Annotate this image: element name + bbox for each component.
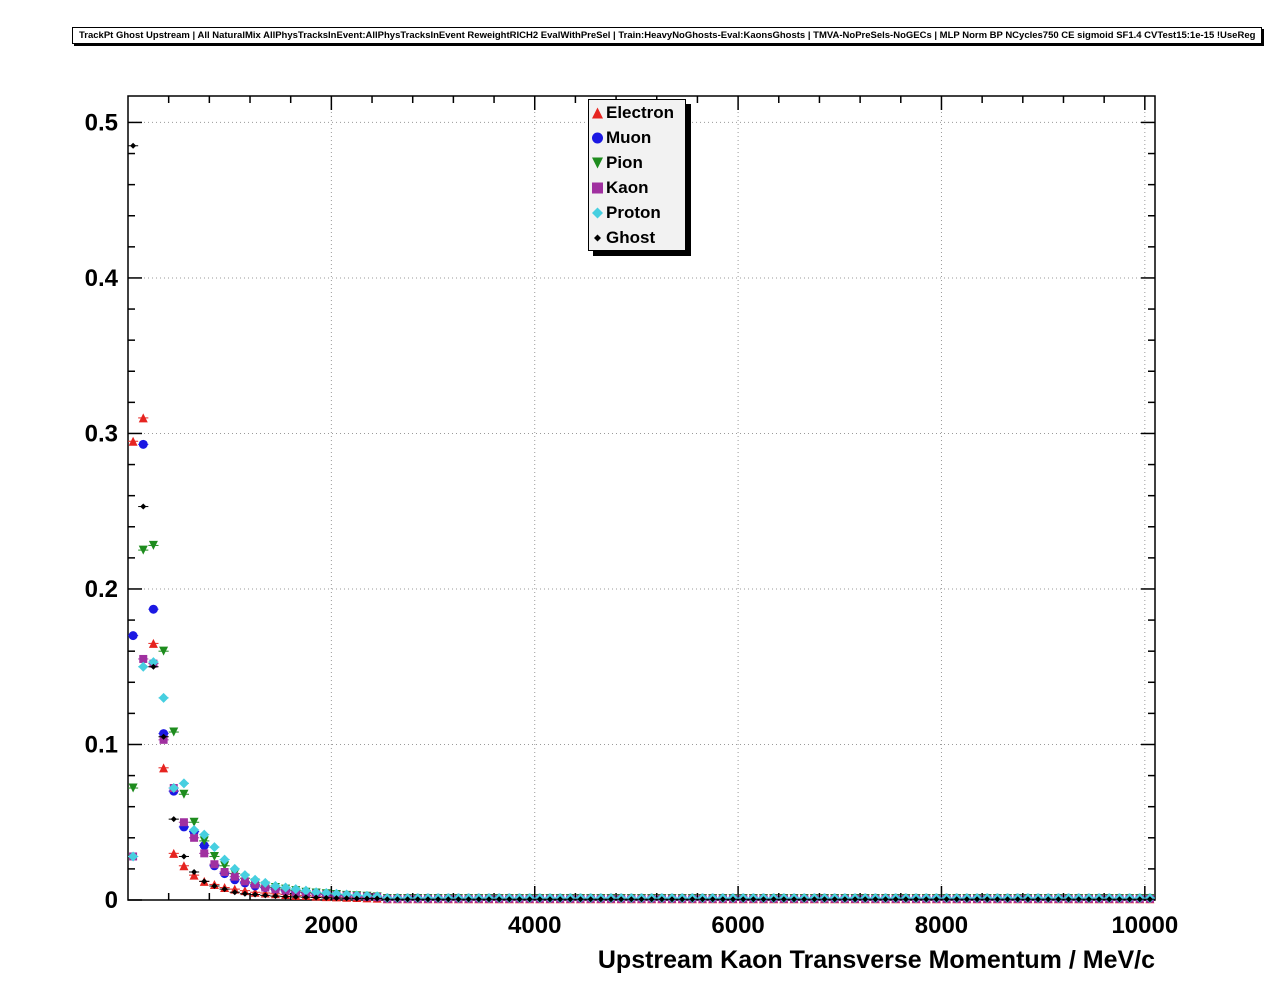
x-tick-label: 4000 — [508, 912, 561, 939]
legend-item-ghost: Ghost — [589, 225, 685, 250]
y-tick-labels: 0 0.1 0.2 0.3 0.4 0.5 — [85, 109, 119, 914]
legend-label: Ghost — [606, 227, 656, 247]
electron-marker-icon — [592, 107, 603, 119]
legend: Electron Muon Pion Kaon Proton Ghost — [588, 99, 686, 251]
legend-label: Kaon — [606, 177, 649, 197]
kaon-marker-icon — [592, 182, 603, 194]
axis-ticks — [128, 96, 1155, 901]
y-tick-label: 0 — [105, 887, 118, 914]
ghost-marker-icon — [594, 234, 601, 242]
pion-marker-icon — [592, 157, 603, 169]
series-pion — [128, 540, 1155, 903]
y-tick-label: 0.2 — [85, 576, 118, 603]
legend-label: Proton — [606, 202, 661, 222]
legend-item-kaon: Kaon — [589, 175, 685, 200]
series-electron — [128, 413, 1155, 904]
legend-item-proton: Proton — [589, 200, 685, 225]
x-tick-label: 6000 — [711, 912, 764, 939]
y-tick-label: 0.5 — [85, 109, 118, 136]
x-tick-label: 10000 — [1111, 912, 1178, 939]
plot-title: TrackPt Ghost Upstream | All NaturalMix … — [72, 27, 1263, 44]
y-tick-label: 0.1 — [85, 731, 118, 758]
x-axis-title: Upstream Kaon Transverse Momentum / MeV/… — [597, 946, 1155, 974]
legend-item-electron: Electron — [589, 100, 685, 125]
legend-label: Electron — [606, 102, 675, 122]
series-ghost — [128, 142, 1155, 903]
series-muon — [128, 439, 1155, 903]
x-tick-label: 2000 — [305, 912, 358, 939]
legend-item-muon: Muon — [589, 125, 685, 150]
muon-marker-icon — [592, 132, 603, 144]
y-tick-label: 0.3 — [85, 420, 118, 447]
x-tick-labels: 2000 4000 6000 8000 10000 — [305, 912, 1179, 939]
proton-marker-icon — [592, 207, 603, 219]
series-kaon — [128, 654, 1155, 903]
legend-label: Muon — [606, 127, 652, 147]
x-tick-label: 8000 — [915, 912, 968, 939]
legend-label: Pion — [606, 152, 643, 172]
y-tick-label: 0.4 — [85, 265, 119, 292]
legend-item-pion: Pion — [589, 150, 685, 175]
series-proton — [128, 657, 1155, 904]
